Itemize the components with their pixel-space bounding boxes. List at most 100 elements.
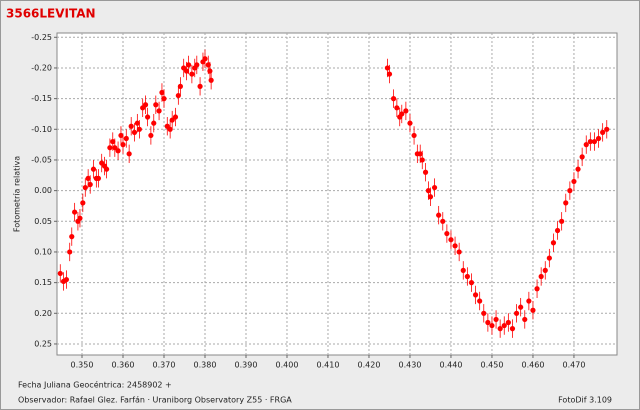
- data-point: [407, 120, 413, 126]
- data-point: [448, 237, 454, 243]
- data-point: [90, 166, 97, 172]
- data-point: [167, 126, 173, 132]
- data-point: [579, 154, 585, 160]
- data-point: [69, 234, 75, 240]
- plot-area: [56, 32, 618, 356]
- data-point: [468, 280, 475, 286]
- data-point: [95, 175, 102, 181]
- data-point: [394, 105, 400, 111]
- data-point: [126, 151, 132, 157]
- data-point: [123, 135, 129, 142]
- y-tick-label: 0.00: [34, 186, 52, 195]
- data-point: [559, 218, 565, 224]
- x-tick-label: 0.450: [481, 361, 504, 370]
- data-point: [134, 120, 140, 126]
- data-point: [175, 92, 181, 99]
- data-point: [107, 145, 113, 151]
- data-point: [189, 71, 195, 77]
- x-tick-label: 0.400: [276, 361, 299, 370]
- data-point: [112, 145, 118, 151]
- data-point: [67, 249, 73, 255]
- y-axis-label: Fotometría relativa: [13, 156, 22, 232]
- x-axis-label: Fecha Juliana Geocéntrica: 2458902 +: [18, 380, 172, 390]
- data-point: [411, 132, 417, 139]
- data-point: [497, 326, 503, 332]
- data-point: [460, 267, 466, 273]
- data-point: [390, 96, 397, 102]
- data-point: [509, 326, 516, 332]
- data-point: [161, 96, 167, 102]
- data-point: [530, 307, 536, 313]
- data-point: [477, 298, 483, 304]
- data-point: [202, 56, 208, 62]
- data-point: [583, 142, 589, 148]
- data-point: [156, 108, 162, 114]
- data-point: [197, 83, 203, 89]
- data-point: [485, 319, 491, 326]
- software-version: FotoDif 3.109: [558, 396, 612, 405]
- data-point: [591, 138, 598, 145]
- data-point: [419, 157, 425, 163]
- data-point: [72, 209, 78, 215]
- x-tick-label: 0.470: [563, 361, 586, 370]
- data-point: [526, 298, 532, 304]
- data-point: [422, 169, 429, 175]
- data-point: [148, 132, 154, 139]
- data-point: [159, 89, 165, 96]
- data-point: [431, 184, 438, 191]
- x-tick-label: 0.420: [358, 361, 381, 370]
- data-point: [440, 218, 446, 224]
- data-point: [427, 194, 434, 200]
- data-point: [403, 108, 409, 114]
- data-point: [153, 102, 159, 108]
- data-point: [183, 68, 190, 74]
- data-point: [546, 255, 552, 261]
- x-tick-label: 0.460: [522, 361, 545, 370]
- data-point: [600, 129, 606, 135]
- data-point: [452, 243, 458, 249]
- data-point: [538, 273, 544, 280]
- data-point: [118, 132, 124, 139]
- data-point: [472, 292, 479, 298]
- data-point: [563, 200, 569, 206]
- data-point: [571, 178, 577, 185]
- data-point: [110, 138, 116, 145]
- data-point: [177, 83, 183, 89]
- data-point: [464, 273, 470, 280]
- data-point: [534, 286, 540, 292]
- x-tick-label: 0.440: [440, 361, 463, 370]
- data-point: [57, 270, 63, 277]
- data-point: [417, 151, 423, 157]
- data-point: [481, 310, 487, 316]
- data-point: [444, 230, 450, 237]
- data-point: [522, 316, 528, 323]
- y-tick-label: 0.20: [34, 309, 52, 318]
- x-tick-label: 0.360: [112, 361, 135, 370]
- data-point: [595, 135, 602, 142]
- data-point: [80, 200, 86, 206]
- data-point: [399, 111, 405, 117]
- chart-title: 3566LEVITAN: [6, 7, 96, 21]
- y-tick-label: -0.10: [31, 125, 52, 134]
- x-tick-label: 0.350: [71, 361, 94, 370]
- data-point: [425, 188, 432, 194]
- data-point: [436, 212, 442, 218]
- y-tick-label: 0.05: [34, 217, 52, 226]
- data-point: [493, 316, 499, 323]
- data-point: [128, 123, 134, 129]
- data-point: [194, 62, 200, 68]
- data-point: [518, 304, 524, 310]
- data-point: [505, 319, 511, 326]
- data-point: [542, 267, 548, 273]
- data-point: [207, 68, 213, 74]
- data-point: [575, 166, 581, 172]
- data-point: [456, 249, 462, 255]
- data-point: [384, 65, 391, 71]
- data-point: [142, 102, 149, 108]
- data-point: [120, 142, 126, 148]
- data-point: [145, 114, 151, 120]
- data-point: [172, 114, 179, 120]
- y-tick-label: 0.10: [34, 247, 52, 256]
